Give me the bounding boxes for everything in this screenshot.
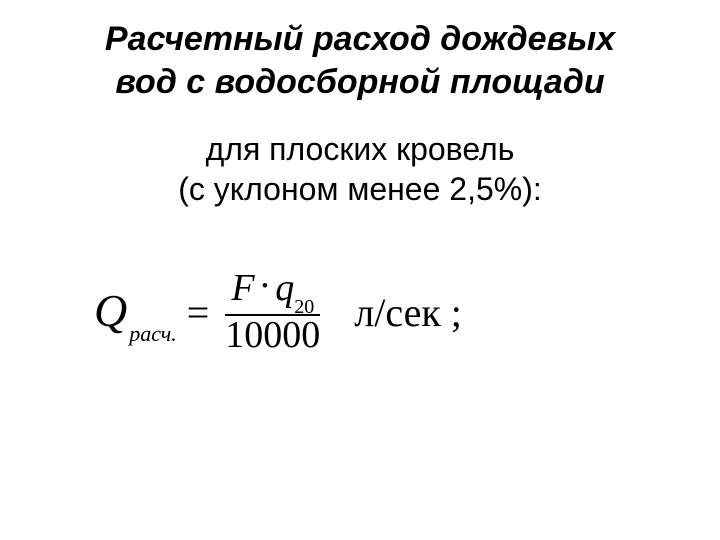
formula-unit: л/сек [354,289,441,336]
formula-semicolon: ; [451,289,462,336]
formula-F: F [231,267,254,309]
formula-q: q [275,267,294,309]
subtitle-line-1: для плоских кровель [206,131,515,167]
formula-sub-rasch: расч. [129,321,176,346]
formula-denominator: 10000 [219,316,326,356]
formula-var-Q: Q [94,285,127,336]
formula-fraction: F·q20 10000 [219,269,326,355]
formula-dot: · [259,265,272,307]
title-line-2: вод с водосборной площади [115,63,604,101]
slide-subtitle: для плоских кровель (с уклоном менее 2,5… [38,129,682,209]
title-line-1: Расчетный расход дождевых [105,20,615,58]
formula-numerator: F·q20 [225,269,320,316]
subtitle-line-2: (с уклоном менее 2,5%): [178,171,542,207]
slide: Расчетный расход дождевых вод с водосбор… [0,0,720,540]
formula-q-sub: 20 [294,296,314,318]
formula-equals: = [187,289,210,336]
formula: Qрасч. = F·q20 10000 л/сек ; [38,269,682,355]
slide-title: Расчетный расход дождевых вод с водосбор… [38,18,682,103]
formula-lhs: Qрасч. [94,284,177,341]
